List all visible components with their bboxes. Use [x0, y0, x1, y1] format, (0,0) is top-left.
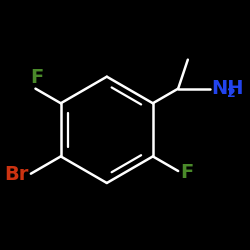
Text: F: F — [180, 163, 194, 182]
Text: Br: Br — [4, 166, 28, 184]
Text: F: F — [30, 68, 43, 87]
Text: NH: NH — [211, 79, 243, 98]
Text: 2: 2 — [227, 87, 236, 100]
